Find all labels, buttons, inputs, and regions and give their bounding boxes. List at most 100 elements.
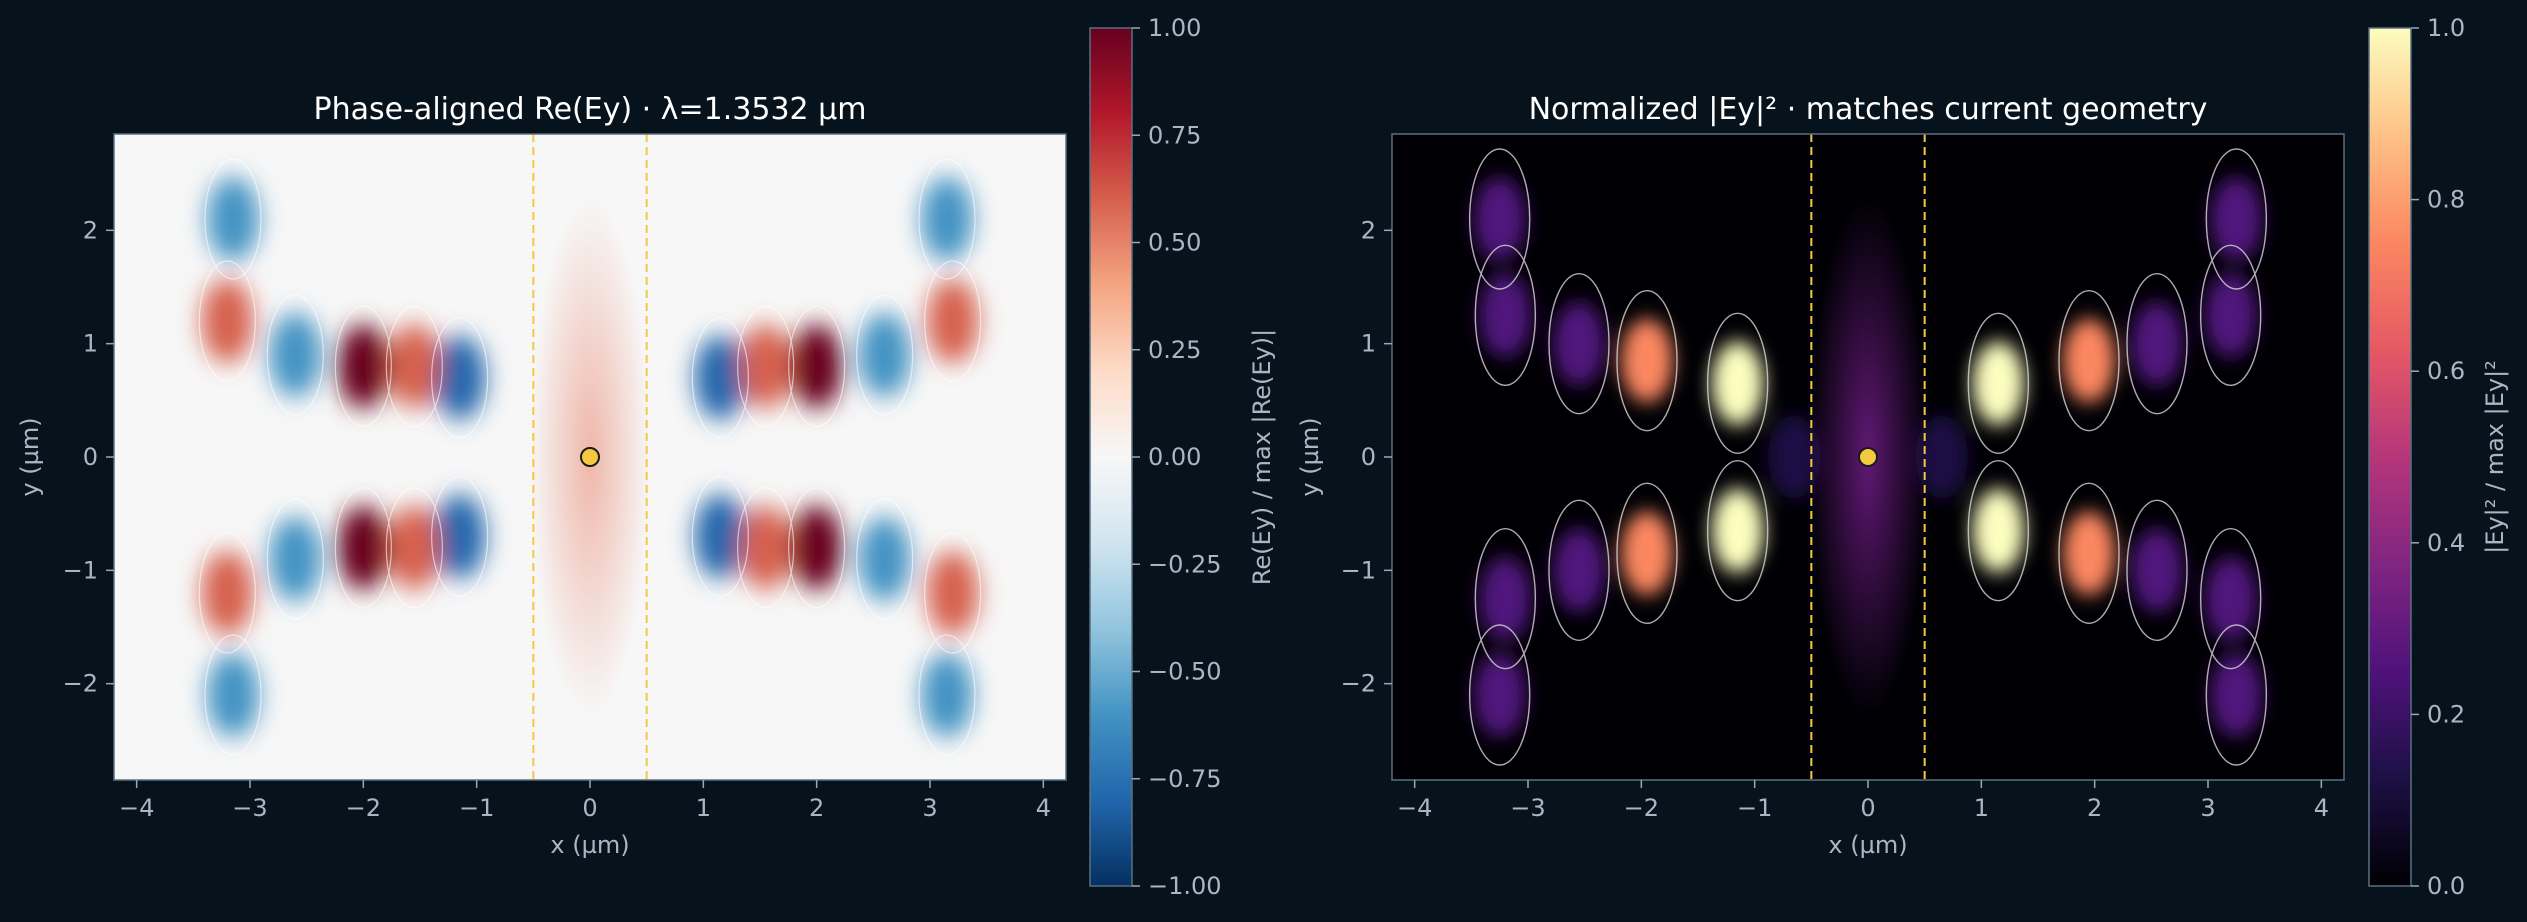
colorbar: 1.0 0.8 0.6 0.4 0.2 0.0 |Ey|² / max |Ey|² xyxy=(2368,14,2509,900)
field-hotspot xyxy=(201,279,254,363)
geometry-contour xyxy=(737,305,795,427)
field-hotspot xyxy=(207,177,259,261)
geometry-contour xyxy=(788,305,846,427)
geometry-contour xyxy=(204,158,262,280)
geometry-contour xyxy=(691,317,749,439)
x-tick-label: −2 xyxy=(346,794,381,822)
geometry-contour xyxy=(1474,244,1537,387)
field-hotspot xyxy=(2210,177,2263,261)
y-tick-label: 0 xyxy=(1361,443,1376,471)
field-hotspot xyxy=(694,494,747,579)
field-hotspot xyxy=(2063,511,2115,596)
field-hotspot xyxy=(921,653,973,737)
chart-2: −4 −3 −2 −1 0 1 2 3 4 −2 −1 0 1 2 Normalized |Ey|² · m… xyxy=(1296,14,2509,900)
field-hotspot xyxy=(433,335,486,420)
geometry-contour xyxy=(2205,148,2268,290)
colorbar-tick-label: 0.00 xyxy=(1148,443,1201,471)
y-tick-label: −2 xyxy=(1341,670,1376,698)
x-tick-label: −1 xyxy=(459,794,494,822)
colorbar-tick-label: 0.50 xyxy=(1148,229,1201,257)
colorbar-label: |Ey|² / max |Ey|² xyxy=(2481,360,2509,554)
field-hotspot xyxy=(388,324,441,409)
x-axis-label: x (µm) xyxy=(1828,831,1907,859)
y-tick-label: 1 xyxy=(1361,330,1376,358)
field-hotspot xyxy=(2210,653,2263,737)
geometry-contour xyxy=(2199,244,2262,387)
geometry-contour xyxy=(1548,499,1610,642)
colorbar-tick-label: 0.25 xyxy=(1148,336,1201,364)
x-tick-label: 1 xyxy=(696,794,711,822)
geometry-contour xyxy=(737,487,795,609)
field-hotspot xyxy=(1621,511,1673,596)
x-tick-label: 1 xyxy=(1974,794,1989,822)
field-hotspot xyxy=(2131,528,2183,613)
x-tick-label: 0 xyxy=(1860,794,1875,822)
field-hotspot xyxy=(1479,556,1532,641)
colorbar-tick-label: 0.0 xyxy=(2427,872,2465,900)
colorbar-tick-label: 0.8 xyxy=(2427,186,2465,214)
field-hotspot xyxy=(739,505,792,590)
geometry-contour xyxy=(334,305,392,427)
field-hotspot xyxy=(694,335,747,420)
y-tick-label: −2 xyxy=(63,670,98,698)
field-hotspot xyxy=(337,324,390,409)
field-hotspot xyxy=(926,551,979,635)
field-hotspot xyxy=(201,551,254,635)
field-hotspot xyxy=(1553,528,1605,613)
geometry-contour xyxy=(1706,459,1769,602)
geometry-contour xyxy=(924,260,982,382)
field-hotspot xyxy=(2131,301,2183,386)
chart-1: −4 −3 −2 −1 0 1 2 3 4 −2 −1 0 1 2 Phase-aligned Re(Ey)… xyxy=(16,14,1276,900)
geometry-contours xyxy=(1468,148,2268,766)
colorbar-tick-label: 1.00 xyxy=(1148,14,1201,42)
colorbar-tick-label: 0.2 xyxy=(2427,700,2465,728)
geometry-contour xyxy=(1548,272,1610,415)
geometry-contour xyxy=(1616,482,1678,625)
geometry-contours xyxy=(198,158,982,756)
field-layer xyxy=(198,158,982,756)
x-tick-label: 3 xyxy=(2200,794,2215,822)
geometry-contour xyxy=(2058,289,2120,432)
field-hotspot xyxy=(2063,318,2115,403)
field-hotspot xyxy=(269,313,322,397)
x-tick-label: −3 xyxy=(232,794,267,822)
geometry-contour xyxy=(1967,312,2030,455)
colorbar-tick-label: 0.75 xyxy=(1148,121,1201,149)
geometry-contour xyxy=(204,634,262,756)
geometry-contour xyxy=(2199,527,2262,670)
x-tick-label: −3 xyxy=(1510,794,1545,822)
y-tick-label: −1 xyxy=(1341,556,1376,584)
field-hotspot xyxy=(858,517,911,601)
field-hotspot xyxy=(1972,341,2025,426)
field-hotspot xyxy=(1473,653,1526,737)
x-tick-label: −4 xyxy=(1397,794,1432,822)
geometry-contour xyxy=(2205,624,2268,766)
geometry-contour xyxy=(856,498,914,620)
x-tick-label: 2 xyxy=(809,794,824,822)
geometry-contour xyxy=(2126,499,2188,642)
y-tick-label: 2 xyxy=(1361,216,1376,244)
field-hotspot xyxy=(921,177,973,261)
chart-title: Normalized |Ey|² · matches current geome… xyxy=(1529,92,2208,127)
geometry-contour xyxy=(266,294,324,416)
geometry-contour xyxy=(1706,312,1769,455)
field-hotspot xyxy=(1479,273,1532,358)
geometry-contour xyxy=(385,305,443,427)
geometry-contour xyxy=(1468,148,1531,290)
geometry-contour xyxy=(918,634,976,756)
x-tick-label: 3 xyxy=(922,794,937,822)
x-tick-label: 2 xyxy=(2087,794,2102,822)
geometry-contour xyxy=(788,487,846,609)
colorbar-label: Re(Ey) / max |Re(Ey)| xyxy=(1248,329,1276,585)
colorbar-gradient xyxy=(2368,27,2412,887)
y-axis-label: y (µm) xyxy=(1296,417,1324,496)
source-marker xyxy=(1858,447,1878,467)
x-tick-label: −1 xyxy=(1737,794,1772,822)
field-hotspot xyxy=(269,517,322,601)
geometry-contour xyxy=(266,498,324,620)
field-hotspot xyxy=(858,313,911,397)
x-tick-label: 0 xyxy=(582,794,597,822)
y-tick-label: 2 xyxy=(83,216,98,244)
